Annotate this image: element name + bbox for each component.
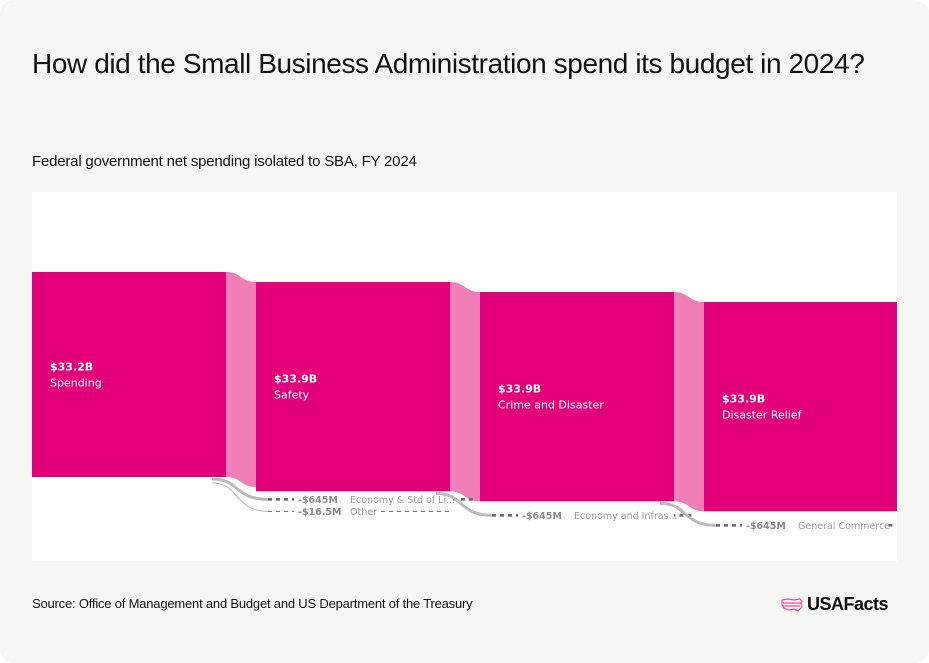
- node-value-label: $33.9B: [274, 373, 317, 386]
- us-map-flag-icon: [781, 597, 803, 612]
- negative-flow-value: -$16.5M: [298, 507, 341, 518]
- negative-flow-value: -$645M: [522, 511, 562, 522]
- negative-flow-name: Economy & Std of Li...: [350, 495, 455, 506]
- sankey-link: [674, 292, 704, 512]
- negative-flow-curve: [435, 491, 493, 517]
- negative-flow-curve: [211, 477, 269, 501]
- logo-text: USAFacts: [807, 594, 889, 614]
- source-note: Source: Office of Management and Budget …: [32, 596, 473, 611]
- negative-flow-value: -$645M: [746, 521, 786, 532]
- negative-flow-name: General Commerce: [798, 521, 890, 532]
- sankey-link: [226, 272, 256, 487]
- sankey-node: [480, 292, 674, 502]
- sankey-node: [704, 302, 897, 512]
- node-value-label: $33.2B: [50, 361, 93, 374]
- sankey-plot: $33.2B Spending $33.9B Safety $33.9B Crime an…: [32, 192, 897, 561]
- sankey-svg: $33.2B Spending $33.9B Safety $33.9B Crime an…: [32, 272, 897, 532]
- chart-subtitle: Federal government net spending isolated…: [32, 153, 417, 170]
- negative-flow-curve: [659, 501, 717, 527]
- node-name-label: Disaster Relief: [722, 409, 803, 422]
- usafacts-logo[interactable]: USAFacts: [780, 594, 889, 615]
- sankey-node: [32, 272, 226, 477]
- negative-flow-name: Economy and Infras...: [574, 511, 678, 522]
- node-value-label: $33.9B: [498, 383, 541, 396]
- node-name-label: Safety: [274, 389, 310, 402]
- node-name-label: Spending: [50, 377, 102, 390]
- node-name-label: Crime and Disaster: [498, 399, 604, 412]
- negative-flow-value: -$645M: [298, 495, 338, 506]
- negative-flow-curve: [211, 482, 269, 512]
- sankey-node: [256, 282, 450, 492]
- sankey-link: [450, 282, 480, 502]
- chart-title: How did the Small Business Administratio…: [32, 48, 865, 79]
- negative-flow-name: Other: [350, 507, 377, 518]
- node-value-label: $33.9B: [722, 393, 765, 406]
